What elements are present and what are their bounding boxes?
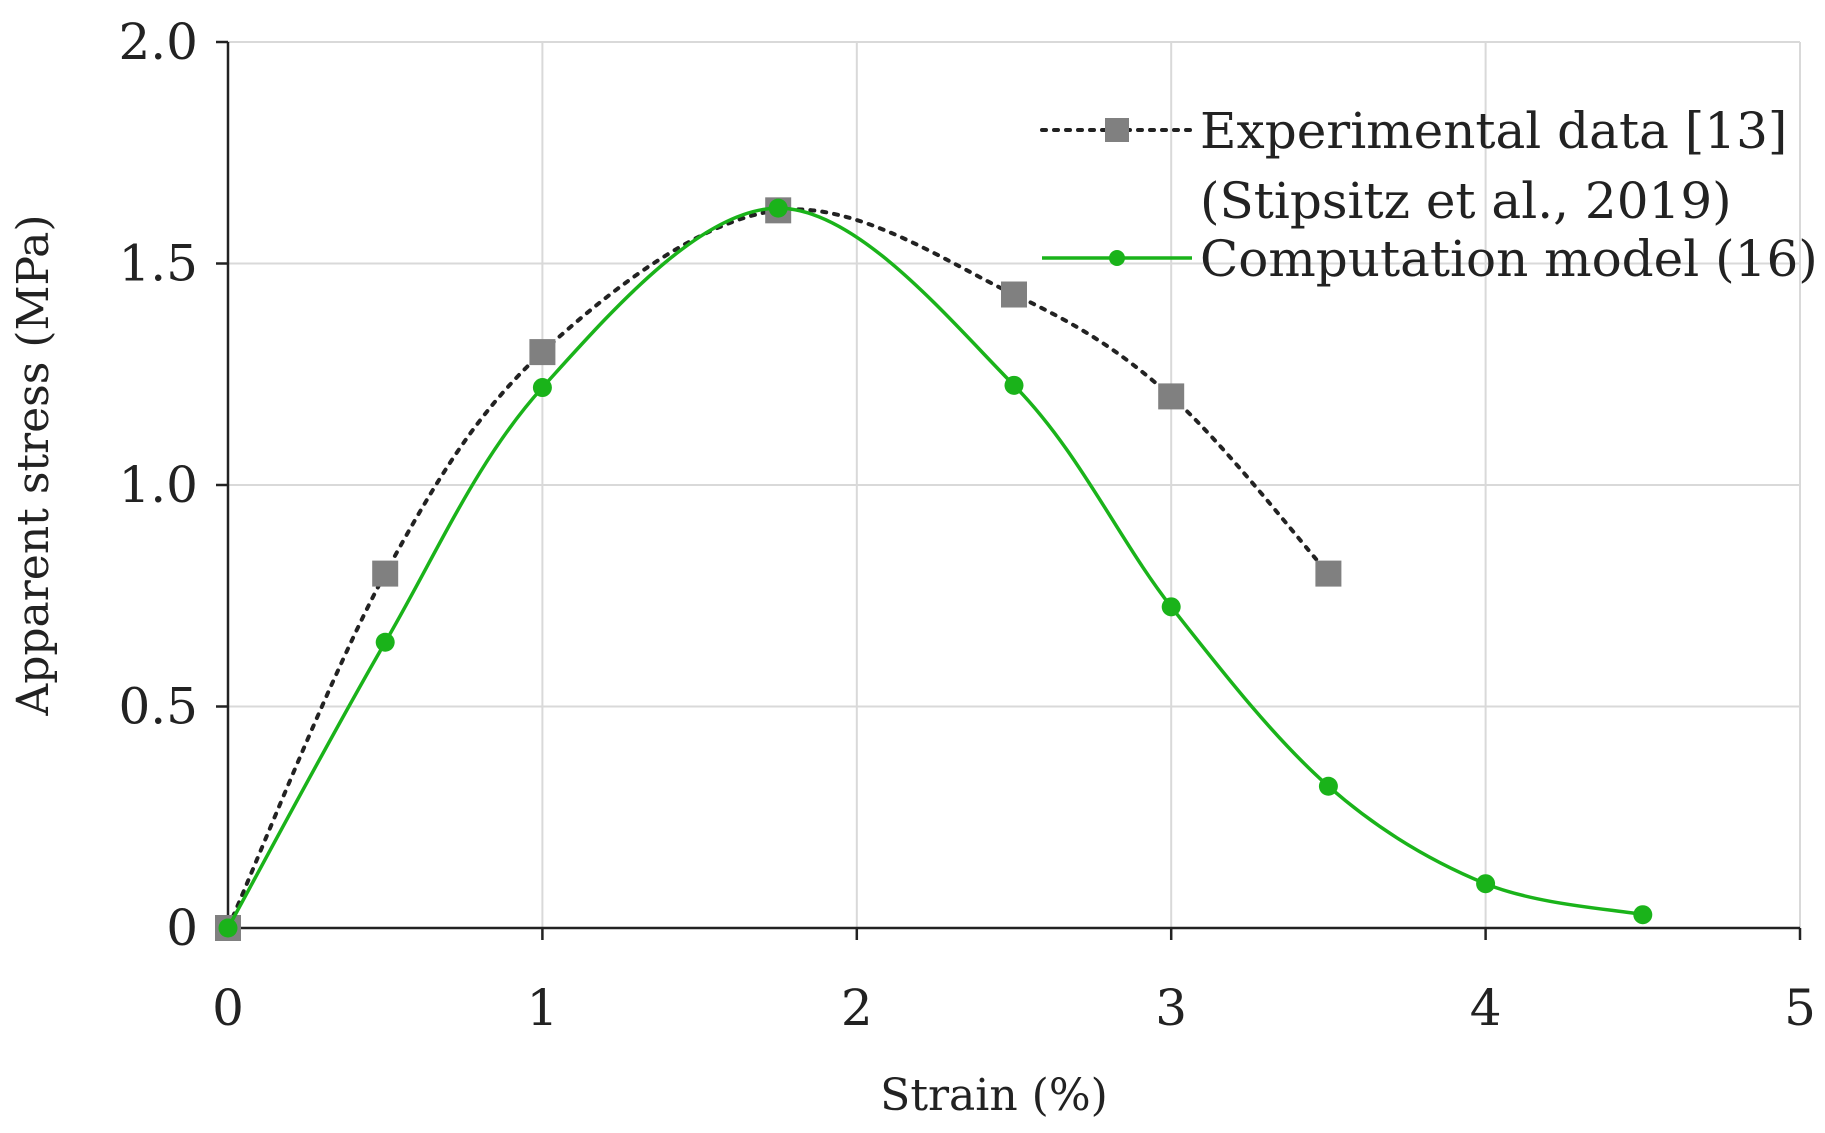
experimental-data-point <box>1158 383 1185 410</box>
legend-label: Experimental data [13] <box>1200 102 1787 160</box>
series-2 <box>218 198 1653 938</box>
legend-label: (Stipsitz et al., 2019) <box>1200 172 1732 230</box>
y-tick-label: 0 <box>166 899 198 957</box>
computation-model-point <box>218 918 238 938</box>
y-tick-label: 1.0 <box>118 456 198 514</box>
tick-marks: 0 1 2 3 4 5 0 0.5 1.0 1.5 2.0 <box>118 13 1815 1037</box>
x-tick-label: 5 <box>1784 979 1816 1037</box>
x-tick-label: 0 <box>212 979 244 1037</box>
computation-model-point <box>1318 776 1338 796</box>
y-tick-label: 2.0 <box>118 13 198 71</box>
computation-model-point <box>1476 874 1496 894</box>
legend-item-2: Computation model (16) <box>1042 230 1818 288</box>
experimental-data-point <box>1315 560 1342 587</box>
x-tick-label: 3 <box>1155 979 1187 1037</box>
computation-model-point <box>1161 597 1181 617</box>
computation-model-point <box>532 378 552 398</box>
series <box>215 197 1653 941</box>
experimental-data-point <box>529 339 556 366</box>
grid <box>228 41 1801 928</box>
series-1 <box>215 197 1342 941</box>
computation-model-point <box>1004 375 1024 395</box>
computation-model-point <box>1633 905 1653 925</box>
legend-label: Computation model (16) <box>1200 230 1818 288</box>
y-tick-label: 1.5 <box>118 235 198 293</box>
experimental-data-point <box>372 560 399 587</box>
x-tick-label: 4 <box>1470 979 1502 1037</box>
legend-marker <box>1109 250 1125 266</box>
computation-model-point <box>768 198 788 218</box>
computation-model-line <box>226 206 1644 929</box>
legend: Experimental data [13] (Stipsitz et al., … <box>1040 102 1818 288</box>
experimental-data-point <box>1001 281 1027 308</box>
x-axis-label: Strain (%) <box>880 1070 1108 1121</box>
legend-item-1: Experimental data [13] (Stipsitz et al., … <box>1040 102 1787 230</box>
y-axis-label: Apparent stress (MPa) <box>8 214 59 716</box>
x-tick-label: 1 <box>526 979 558 1037</box>
x-tick-label: 2 <box>841 979 873 1037</box>
y-tick-label: 0.5 <box>118 678 198 736</box>
computation-model-point <box>375 632 395 652</box>
legend-marker <box>1105 118 1129 142</box>
